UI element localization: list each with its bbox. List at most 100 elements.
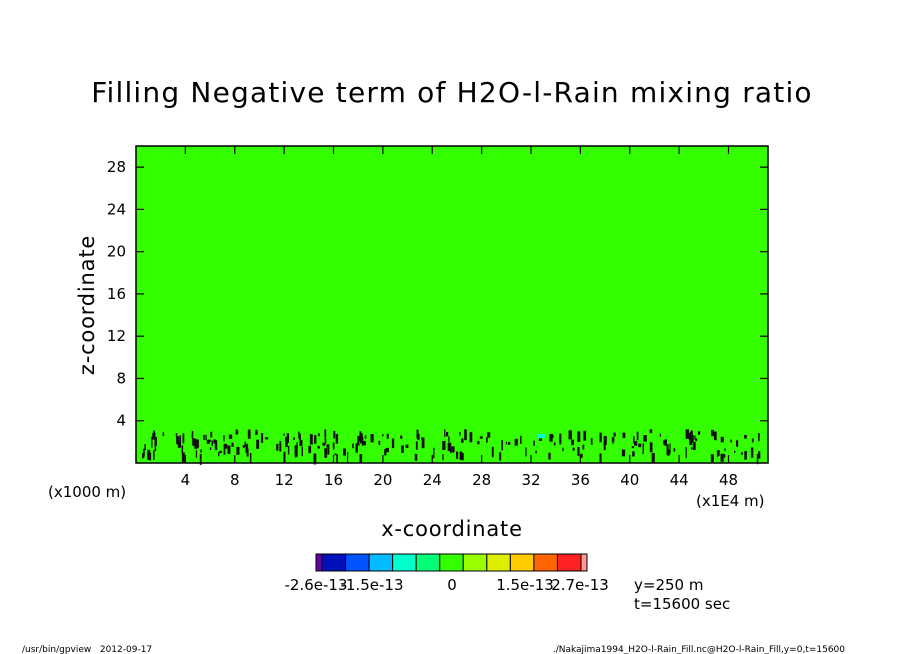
- speckle: [255, 429, 258, 435]
- speckle: [206, 439, 210, 444]
- speckle: [343, 448, 346, 456]
- colorbar-swatch: [315, 553, 323, 572]
- speckle: [244, 441, 246, 447]
- speckle: [720, 453, 724, 462]
- speckle: [181, 445, 184, 454]
- speckle: [191, 430, 194, 437]
- speckle: [363, 441, 366, 446]
- speckle: [385, 447, 389, 453]
- speckle: [460, 453, 464, 461]
- speckle: [487, 432, 491, 438]
- speckle: [464, 429, 467, 441]
- speckle: [613, 432, 616, 437]
- plot-frame: [135, 145, 769, 464]
- speckle: [177, 440, 181, 448]
- speckle: [724, 448, 726, 452]
- speckle: [247, 429, 251, 439]
- speckle: [391, 438, 395, 448]
- speckle: [758, 433, 760, 442]
- speckle: [649, 429, 653, 434]
- speckle: [360, 433, 363, 444]
- speckle: [634, 441, 638, 446]
- speckle: [459, 432, 461, 436]
- speckle: [505, 441, 508, 445]
- speckle: [144, 444, 146, 450]
- speckle: [580, 453, 583, 458]
- colorbar-label: 1.5e-13: [496, 576, 554, 594]
- speckle: [632, 451, 635, 457]
- speckle: [142, 453, 145, 459]
- speckle: [382, 434, 384, 437]
- speckle: [181, 452, 185, 463]
- speckle: [179, 435, 181, 446]
- speckle: [192, 438, 195, 446]
- colorbar-swatch: [462, 553, 488, 572]
- speckle: [442, 454, 444, 461]
- x-tick-label: 36: [571, 471, 590, 489]
- speckle: [649, 442, 653, 453]
- speckle: [461, 438, 464, 443]
- speckle: [421, 437, 424, 440]
- speckle: [294, 445, 298, 455]
- speckle: [276, 443, 279, 451]
- speckle: [218, 451, 220, 457]
- speckle: [347, 452, 349, 463]
- speckle: [599, 432, 602, 443]
- speckle: [324, 429, 327, 438]
- speckle: [195, 440, 199, 449]
- x-tick-label: 16: [324, 471, 343, 489]
- colorbar: [315, 553, 588, 572]
- x-tick-label: 40: [620, 471, 639, 489]
- colorbar-swatch: [415, 553, 441, 572]
- speckle: [636, 431, 639, 441]
- speckle: [722, 454, 726, 458]
- speckle: [249, 453, 252, 464]
- speckle: [175, 433, 178, 437]
- speckle: [336, 454, 338, 463]
- speckle: [711, 429, 714, 437]
- speckle: [286, 433, 289, 441]
- speckle: [664, 439, 667, 446]
- speckle: [734, 450, 736, 453]
- speckle: [308, 445, 312, 454]
- speckle: [256, 439, 260, 449]
- speckle: [151, 436, 153, 448]
- speckle: [577, 431, 581, 442]
- speckle: [642, 443, 644, 455]
- footer-left: /usr/bin/gpview 2012-09-17: [22, 645, 152, 654]
- speckle: [548, 452, 551, 460]
- speckle: [442, 441, 446, 450]
- speckle: [572, 447, 575, 451]
- speckle: [149, 452, 152, 461]
- speckle: [663, 440, 665, 445]
- speckle: [236, 446, 240, 455]
- speckle: [364, 435, 367, 439]
- speckle: [449, 442, 452, 454]
- speckle: [205, 434, 207, 441]
- speckle: [469, 432, 473, 443]
- speckle: [479, 436, 483, 439]
- speckle: [713, 431, 717, 441]
- x-tick-label: 28: [472, 471, 491, 489]
- speckle: [549, 433, 553, 442]
- speckle: [750, 447, 754, 458]
- speckle: [298, 433, 301, 440]
- speckle: [571, 439, 574, 446]
- speckle: [666, 444, 669, 456]
- speckle: [143, 448, 145, 457]
- speckle: [669, 443, 671, 454]
- speckle: [153, 450, 155, 460]
- speckle: [227, 445, 231, 454]
- plot-fill: [136, 146, 768, 463]
- speckle: [401, 445, 404, 453]
- speckle: [386, 433, 389, 439]
- speckle: [283, 433, 285, 436]
- speckle: [446, 432, 449, 437]
- speckle: [499, 452, 502, 461]
- negative-speckle-band: [142, 429, 761, 465]
- speckle: [756, 454, 759, 465]
- speckle: [758, 451, 761, 459]
- speckle: [352, 443, 354, 449]
- speckle: [360, 432, 362, 437]
- speckle: [219, 450, 222, 454]
